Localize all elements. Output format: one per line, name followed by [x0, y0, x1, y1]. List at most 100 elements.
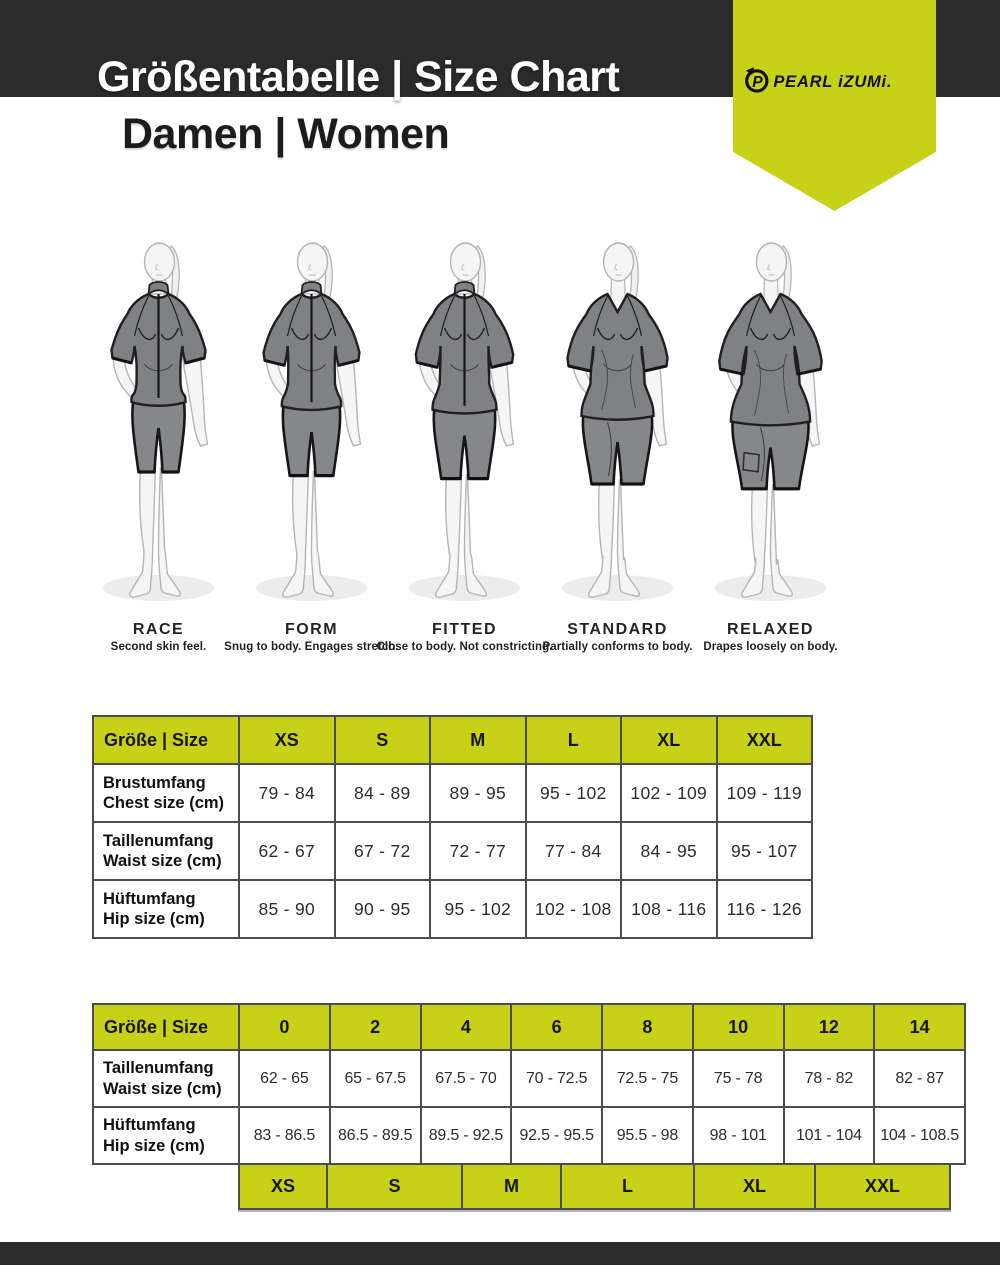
size-value-cell: 83 - 86.5 — [238, 1106, 331, 1165]
size-column-header: L — [524, 715, 622, 765]
pearl-izumi-logo: P PEARL iZUMi. — [745, 67, 892, 93]
size-value-cell: 67 - 72 — [333, 821, 431, 881]
size-value-cell: 89.5 - 92.5 — [419, 1106, 513, 1165]
table-row: Taillenumfang Waist size (cm) 62 - 67 67 - … — [92, 821, 813, 881]
letter-size-cell: S — [326, 1163, 463, 1210]
measurement-row-label: Taillenumfang Waist size (cm) — [92, 1049, 240, 1108]
measurement-row-label: Hüftumfang Hip size (cm) — [92, 1106, 240, 1165]
size-value-cell: 65 - 67.5 — [328, 1049, 422, 1108]
footer-bar — [0, 1242, 1000, 1265]
size-header-label: Größe | Size — [92, 715, 240, 765]
measurement-label-en: Hip size (cm) — [103, 1136, 205, 1155]
size-value-cell: 101 - 104 — [782, 1106, 876, 1165]
pearl-izumi-emblem-icon: P — [745, 67, 769, 93]
size-value-cell: 102 - 108 — [524, 879, 622, 939]
fit-name-label: FITTED — [432, 621, 497, 638]
size-value-cell: 102 - 109 — [620, 763, 718, 823]
size-value-cell: 75 - 78 — [691, 1049, 785, 1108]
fit-name-label: FORM — [284, 621, 339, 638]
size-column-header: XXL — [715, 715, 813, 765]
size-column-header: S — [333, 715, 431, 765]
page-title: Größentabelle | Size Chart — [97, 53, 620, 101]
size-value-cell: 72.5 - 75 — [601, 1049, 694, 1108]
numeric-size-table: Größe | Size 0 2 4 6 8 10 12 14 Taillenumfang Wais… — [92, 1003, 966, 1165]
measurement-row-label: Hüftumfang Hip size (cm) — [92, 879, 240, 939]
size-column-header: 10 — [691, 1003, 785, 1051]
size-value-cell: 86.5 - 89.5 — [328, 1106, 422, 1165]
measurement-label-de: Brustumfang — [103, 773, 206, 792]
letter-size-table: Größe | Size XS S M L XL XXL Brustumfang Chest s… — [92, 715, 813, 939]
fit-guide: RACE Second skin feel. FORM Snug to body. E… — [82, 232, 922, 653]
size-value-cell: 92.5 - 95.5 — [510, 1106, 603, 1165]
brand-wordmark: PEARL iZUMi. — [773, 72, 892, 91]
woman-figure-icon — [408, 242, 521, 601]
fit-description: Second skin feel. — [110, 640, 207, 653]
brand-ribbon: P PEARL iZUMi. — [733, 0, 936, 211]
measurement-label-en: Hip size (cm) — [103, 910, 205, 928]
table-row: Brustumfang Chest size (cm) 79 - 84 84 - 89… — [92, 763, 813, 823]
size-value-cell: 95 - 102 — [429, 879, 527, 939]
table-header-row: Größe | Size XS S M L XL XXL — [92, 715, 813, 765]
size-value-cell: 104 - 108.5 — [873, 1106, 966, 1165]
size-column-header: 6 — [510, 1003, 603, 1051]
measurement-row-label: Brustumfang Chest size (cm) — [92, 763, 240, 823]
fit-column-form: FORM Snug to body. Engages stretch. — [224, 232, 399, 653]
letter-size-cell: L — [560, 1163, 695, 1210]
fit-figure-illustration — [541, 232, 694, 617]
size-column-header: 0 — [238, 1003, 331, 1051]
measurement-label-de: Hüftumfang — [103, 889, 196, 908]
fit-column-relaxed: RELAXED Drapes loosely on body. — [694, 232, 847, 653]
size-column-header: XS — [238, 715, 336, 765]
woman-figure-icon — [255, 242, 368, 601]
numeric-table-letter-row: XS S M L XL XXL — [238, 1163, 951, 1210]
fit-name-label: STANDARD — [567, 621, 668, 638]
fit-column-fitted: FITTED Close to body. Not constricting. — [376, 232, 552, 653]
fit-column-race: RACE Second skin feel. — [82, 232, 235, 653]
size-value-cell: 116 - 126 — [715, 879, 813, 939]
letter-size-cell: XXL — [814, 1163, 951, 1210]
page-subtitle: Damen | Women — [122, 110, 450, 158]
fit-name-label: RELAXED — [727, 621, 814, 638]
size-value-cell: 82 - 87 — [873, 1049, 966, 1108]
size-value-cell: 89 - 95 — [429, 763, 527, 823]
size-value-cell: 95.5 - 98 — [601, 1106, 694, 1165]
fit-figure-illustration — [694, 232, 847, 617]
measurement-label-de: Taillenumfang — [103, 831, 214, 850]
measurement-label-de: Hüftumfang — [103, 1116, 196, 1135]
size-value-cell: 109 - 119 — [715, 763, 813, 823]
letter-size-cell: XL — [693, 1163, 816, 1210]
size-column-header: 12 — [782, 1003, 876, 1051]
fit-figure-illustration — [388, 232, 541, 617]
fit-description: Close to body. Not constricting. — [376, 640, 553, 653]
letter-size-cell: M — [461, 1163, 562, 1210]
size-column-header: M — [429, 715, 527, 765]
table-row: Hüftumfang Hip size (cm) 85 - 90 90 - 95 95 … — [92, 879, 813, 939]
measurement-label-en: Waist size (cm) — [103, 852, 222, 870]
table-row: Taillenumfang Waist size (cm) 62 - 65 65 - … — [92, 1049, 966, 1108]
size-value-cell: 98 - 101 — [691, 1106, 785, 1165]
size-value-cell: 70 - 72.5 — [510, 1049, 603, 1108]
size-column-header: 8 — [601, 1003, 694, 1051]
fit-name-label: RACE — [132, 621, 185, 638]
size-value-cell: 95 - 107 — [715, 821, 813, 881]
size-column-header: XL — [620, 715, 718, 765]
size-value-cell: 95 - 102 — [524, 763, 622, 823]
size-header-label: Größe | Size — [92, 1003, 240, 1051]
woman-figure-icon — [714, 242, 827, 601]
fit-description: Snug to body. Engages stretch. — [224, 640, 399, 653]
measurement-label-de: Taillenumfang — [103, 1059, 214, 1078]
size-value-cell: 72 - 77 — [429, 821, 527, 881]
svg-text:P: P — [752, 74, 763, 91]
fit-description: Drapes loosely on body. — [703, 640, 838, 653]
woman-figure-icon — [561, 242, 674, 601]
fit-column-standard: STANDARD Partially conforms to body. — [541, 232, 694, 653]
letter-size-cell: XS — [238, 1163, 328, 1210]
size-column-header: 4 — [419, 1003, 513, 1051]
size-value-cell: 67.5 - 70 — [419, 1049, 513, 1108]
measurement-label-en: Chest size (cm) — [103, 794, 225, 812]
measurement-row-label: Taillenumfang Waist size (cm) — [92, 821, 240, 881]
size-value-cell: 78 - 82 — [782, 1049, 876, 1108]
size-value-cell: 62 - 65 — [238, 1049, 331, 1108]
size-value-cell: 77 - 84 — [524, 821, 622, 881]
size-value-cell: 62 - 67 — [238, 821, 336, 881]
